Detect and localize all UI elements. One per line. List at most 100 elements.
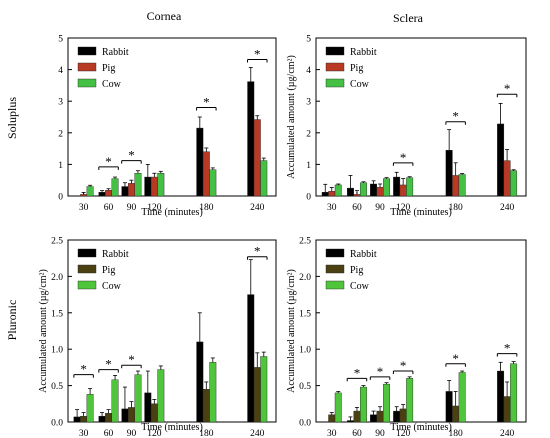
bar-cow [510, 170, 518, 197]
bar-rabbit [73, 416, 81, 423]
y-tick-label: 1.0 [299, 346, 311, 356]
y-tick-label: 5 [306, 35, 311, 45]
bar-cow [383, 383, 390, 423]
x-tick-label: 120 [396, 429, 411, 438]
x-tick-label: 90 [375, 429, 385, 438]
x-tick-label: 30 [79, 203, 89, 213]
bar-pig [150, 176, 158, 197]
chart-panel-soluplus-sclera: 0 1 2 3 4 5 30 60 90 120 180 240 * * * Rabbit Pig Cow Time… [286, 35, 527, 218]
y-tick-label: 0.0 [299, 419, 311, 429]
bar-pig [399, 408, 407, 423]
y-axis-label: Accumulated amount (µg/cm²) [286, 269, 297, 393]
legend-swatch-pig [325, 62, 345, 72]
significance-star: * [128, 148, 135, 163]
x-tick-label: 60 [352, 203, 362, 213]
bar-cow [406, 177, 414, 197]
x-tick-label: 60 [104, 429, 114, 438]
significance-star: * [128, 352, 135, 367]
bar-cow [157, 173, 165, 197]
y-tick-label: 4 [58, 66, 63, 76]
bar-pig [80, 194, 88, 197]
bar-rabbit [370, 414, 377, 423]
x-axis-label: Time (minutes) [390, 207, 452, 218]
bar-pig [253, 367, 261, 423]
bar-cow [209, 169, 217, 197]
y-axis-label: Accumulated amount (µg/cm²) [38, 269, 49, 393]
bar-pig [328, 414, 336, 423]
bar-pig [452, 405, 460, 423]
bar-cow [510, 363, 518, 423]
bar-cow [458, 174, 466, 197]
legend-swatch-rabbit [325, 248, 345, 258]
legend-label-cow: Cow [102, 79, 122, 90]
x-tick-label: 120 [147, 429, 162, 438]
bar-pig [105, 190, 113, 197]
x-axis-label: Time (minutes) [390, 422, 452, 433]
x-tick-label: 180 [199, 203, 214, 213]
bar-cow [383, 178, 390, 197]
bar-cow [86, 186, 94, 197]
significance-star: * [452, 351, 459, 366]
bar-cow [111, 379, 119, 423]
legend-label-cow: Cow [350, 79, 370, 90]
y-tick-label: 3 [58, 98, 63, 108]
y-tick-label: 0.5 [299, 382, 311, 392]
significance-star: * [377, 364, 384, 379]
bar-pig [202, 389, 210, 423]
legend-swatch-pig [77, 264, 97, 274]
bar-rabbit [370, 183, 377, 197]
bar-rabbit [347, 420, 354, 423]
significance-star: * [452, 109, 459, 124]
x-tick-label: 240 [500, 203, 515, 213]
x-tick-label: 60 [352, 429, 362, 438]
significance-star: * [254, 46, 261, 61]
y-tick-label: 0.0 [51, 419, 63, 429]
legend-swatch-rabbit [77, 46, 97, 56]
bar-pig [399, 184, 407, 197]
bar-pig [452, 175, 460, 197]
y-tick-label: 1.0 [51, 346, 63, 356]
chart-panel-pluronic-sclera: 0.0 0.5 1.0 1.5 2.0 2.5 30 60 90 120 180 240 * * * * * Ra… [286, 237, 527, 438]
x-tick-label: 120 [147, 203, 162, 213]
bar-pig [376, 410, 384, 423]
bar-cow [134, 374, 142, 423]
y-tick-label: 5 [58, 35, 63, 45]
bar-cow [360, 182, 367, 197]
legend-swatch-rabbit [77, 248, 97, 258]
y-tick-label: 2.0 [299, 273, 311, 283]
legend-label-rabbit: Rabbit [102, 47, 129, 58]
legend-label-cow: Cow [102, 281, 122, 292]
bar-rabbit [445, 391, 453, 423]
bar-rabbit [247, 81, 255, 197]
column-title-sclera: Sclera [393, 11, 424, 25]
y-tick-label: 1 [58, 161, 63, 171]
legend-label-pig: Pig [350, 63, 363, 74]
x-tick-label: 30 [327, 429, 337, 438]
x-tick-label: 90 [375, 203, 385, 213]
y-tick-label: 2.5 [51, 237, 63, 247]
significance-star: * [504, 341, 511, 356]
x-tick-label: 90 [127, 429, 137, 438]
x-tick-label: 120 [396, 203, 411, 213]
bar-pig [253, 119, 261, 197]
y-tick-label: 2 [58, 129, 63, 139]
bar-pig [376, 186, 384, 197]
row-title-soluplus: Soluplus [5, 97, 19, 139]
bar-cow [334, 392, 342, 423]
y-axis-label: Accumulated amount (µg/cm²) [286, 55, 297, 179]
bar-cow [86, 394, 94, 423]
legend-swatch-pig [77, 62, 97, 72]
column-title-cornea: Cornea [147, 9, 182, 23]
bar-cow [157, 369, 165, 423]
legend-swatch-pig [325, 264, 345, 274]
y-tick-label: 2 [306, 129, 311, 139]
legend-label-rabbit: Rabbit [350, 47, 377, 58]
x-axis-label: Time (minutes) [141, 422, 203, 433]
bar-cow [334, 184, 342, 197]
legend-swatch-cow [325, 280, 345, 290]
bar-cow [260, 160, 268, 197]
significance-star: * [203, 95, 210, 110]
bar-rabbit [393, 176, 401, 197]
chart-panel-pluronic-cornea: 0.0 0.5 1.0 1.5 2.0 2.5 30 60 90 120 180 240 * * * * Rab… [38, 237, 277, 438]
